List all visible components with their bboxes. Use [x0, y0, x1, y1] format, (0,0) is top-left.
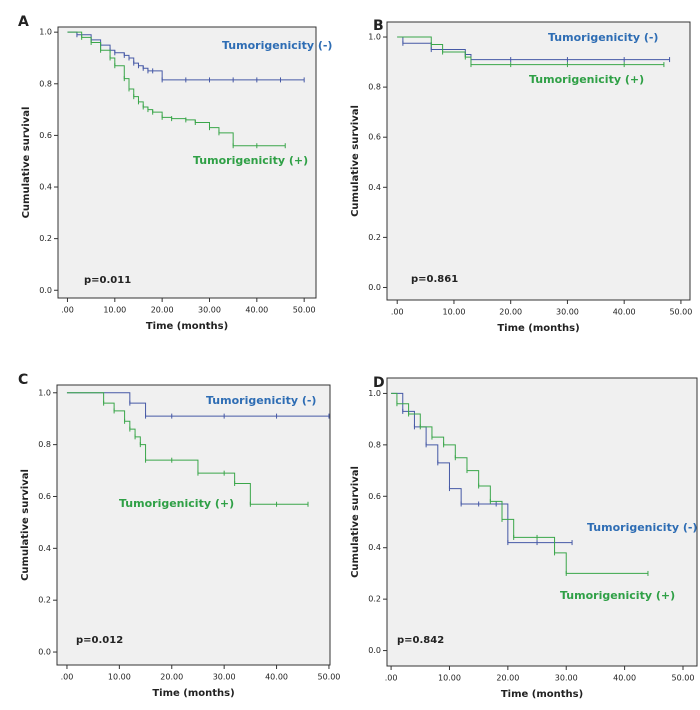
p-value: p=0.861	[411, 274, 458, 285]
x-tick-label: 40.00	[613, 308, 636, 317]
x-tick-label: 30.00	[198, 306, 221, 315]
x-tick-label: 10.00	[103, 306, 126, 315]
y-tick-label: 0.2	[38, 596, 51, 605]
p-value: p=0.012	[76, 635, 123, 646]
panel-label: D	[373, 375, 385, 391]
y-tick-label: 0.0	[368, 646, 381, 655]
survival-curve	[67, 31, 305, 81]
legend-label: Tumorigenicity (-)	[206, 394, 316, 407]
y-tick-label: 0.2	[39, 234, 52, 243]
y-tick-label: 0.6	[39, 131, 52, 140]
x-axis-label: Time (months)	[146, 321, 228, 332]
y-tick-label: 1.0	[368, 33, 381, 42]
x-tick-label: 30.00	[555, 674, 578, 683]
y-axis-label: Cumulative survival	[21, 107, 32, 219]
x-tick-label: .00	[61, 673, 74, 682]
x-tick-label: .00	[61, 306, 74, 315]
y-tick-label: 0.0	[38, 648, 51, 657]
x-axis-label: Time (months)	[152, 688, 234, 699]
survival-curve	[391, 392, 573, 544]
x-tick-label: 40.00	[265, 673, 288, 682]
x-tick-label: 50.00	[672, 674, 695, 683]
x-tick-label: 20.00	[151, 306, 174, 315]
y-tick-label: 0.4	[38, 544, 51, 553]
legend-label: Tumorigenicity (-)	[548, 31, 658, 44]
x-tick-label: 40.00	[245, 306, 268, 315]
y-tick-label: 0.0	[39, 286, 52, 295]
legend-label: Tumorigenicity (+)	[119, 497, 234, 510]
x-tick-label: .00	[391, 308, 404, 317]
panel-label: C	[18, 372, 28, 388]
y-tick-label: 1.0	[39, 28, 52, 37]
x-tick-label: 10.00	[108, 673, 131, 682]
y-tick-label: 0.2	[368, 595, 381, 604]
y-tick-label: 0.8	[38, 440, 51, 449]
y-tick-label: 1.0	[38, 388, 51, 397]
y-tick-label: 0.0	[368, 283, 381, 292]
x-tick-label: 40.00	[613, 674, 636, 683]
plot-area	[386, 377, 698, 667]
p-value: p=0.011	[84, 275, 131, 286]
x-axis-label: Time (months)	[497, 323, 579, 334]
legend-label: Tumorigenicity (-)	[587, 521, 697, 534]
plot-area	[57, 26, 317, 299]
x-tick-label: 20.00	[160, 673, 183, 682]
y-tick-label: 0.2	[368, 233, 381, 242]
x-tick-label: .00	[385, 674, 398, 683]
y-tick-label: 0.8	[39, 79, 52, 88]
legend-label: Tumorigenicity (-)	[222, 39, 332, 52]
legend-label: Tumorigenicity (+)	[560, 589, 675, 602]
x-axis-label: Time (months)	[501, 689, 583, 700]
y-axis-label: Cumulative survival	[20, 469, 31, 581]
plot-area	[56, 384, 331, 666]
y-tick-label: 1.0	[368, 389, 381, 398]
y-axis-label: Cumulative survival	[350, 105, 361, 217]
x-tick-label: 30.00	[213, 673, 236, 682]
y-tick-label: 0.8	[368, 440, 381, 449]
y-tick-label: 0.4	[368, 183, 381, 192]
x-tick-label: 30.00	[556, 308, 579, 317]
y-tick-label: 0.8	[368, 83, 381, 92]
x-tick-label: 10.00	[443, 308, 466, 317]
y-tick-label: 0.4	[39, 183, 52, 192]
y-tick-label: 0.6	[38, 492, 51, 501]
y-tick-label: 0.6	[368, 492, 381, 501]
y-tick-label: 0.6	[368, 133, 381, 142]
x-tick-label: 50.00	[669, 308, 692, 317]
y-tick-label: 0.4	[368, 543, 381, 552]
x-tick-label: 50.00	[317, 673, 340, 682]
legend-label: Tumorigenicity (+)	[529, 73, 644, 86]
p-value: p=0.842	[397, 635, 444, 646]
x-tick-label: 20.00	[499, 308, 522, 317]
plot-area	[386, 21, 691, 301]
x-tick-label: 10.00	[438, 674, 461, 683]
x-tick-label: 20.00	[496, 674, 519, 683]
x-tick-label: 50.00	[293, 306, 316, 315]
legend-label: Tumorigenicity (+)	[193, 154, 308, 167]
panel-label: A	[18, 14, 29, 30]
panel-label: B	[373, 18, 384, 34]
y-axis-label: Cumulative survival	[350, 466, 361, 578]
